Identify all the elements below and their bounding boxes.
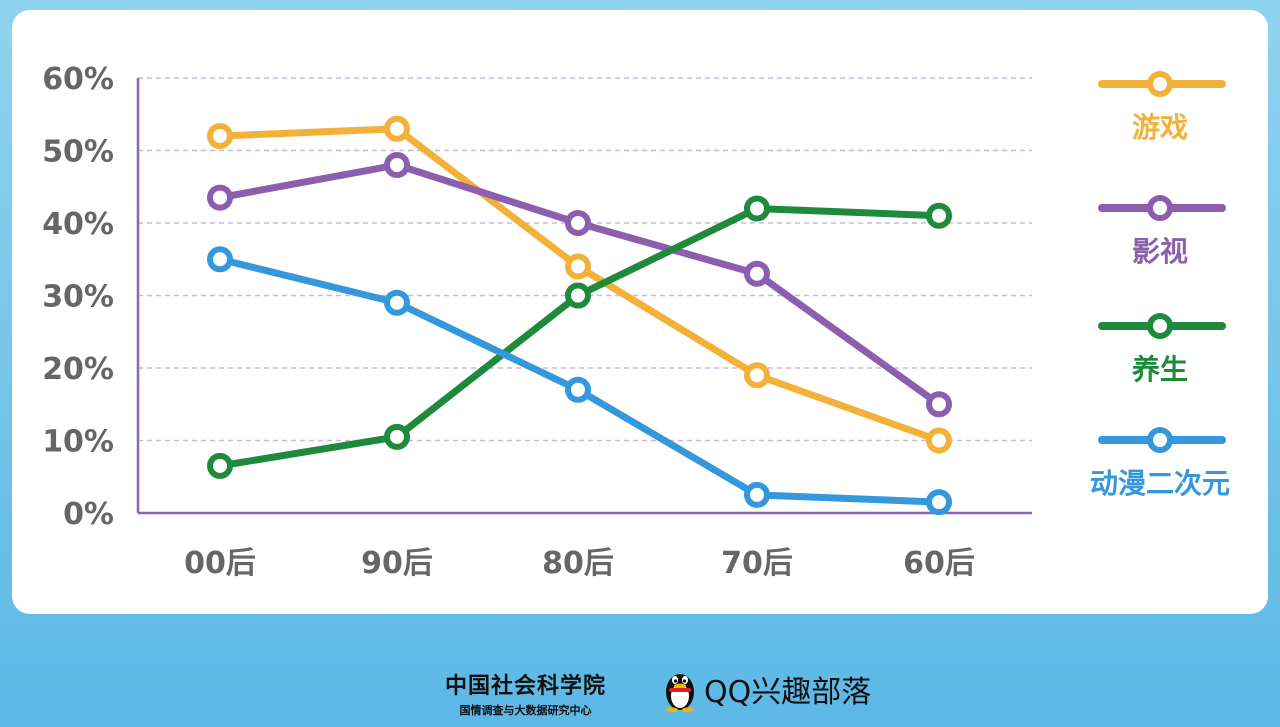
legend-label: 影视 [1132,235,1188,268]
legend-marker [1147,427,1173,453]
data-point [384,152,410,178]
data-point [926,391,952,418]
x-tick-label: 70后 [721,546,793,581]
data-point [565,210,591,236]
data-point [744,260,770,287]
penguin-icon [666,674,694,712]
x-tick-label: 60后 [903,546,975,581]
data-point [207,184,233,211]
y-tick-label: 40% [42,207,114,242]
x-tick-label: 90后 [361,546,433,581]
chart-card: 60% 50% 40% 30% 20% 10% 0% 00后 90后 80后 70后 60后 游戏影视养… [12,10,1268,614]
legend-label: 游戏 [1132,111,1188,144]
legend-marker [1147,313,1173,339]
line-chart: 60% 50% 40% 30% 20% 10% 0% 00后 90后 80后 70后 60后 游戏影视养… [42,62,1230,581]
y-tick-label: 30% [42,280,114,315]
qq-logo: QQ兴趣部落 [662,665,871,713]
data-point [207,123,233,149]
data-point [565,253,591,280]
qq-name: QQ兴趣部落 [704,675,872,710]
y-tick-label: 60% [42,62,114,97]
legend-label: 养生 [1132,353,1188,386]
data-point [207,452,233,479]
cass-subtitle: 国情调查与大数据研究中心 [459,704,592,717]
data-point [744,481,770,508]
data-point [384,115,410,142]
data-point [565,282,591,309]
data-point [565,376,591,403]
cass-logo: 中国社会科学院 国情调查与大数据研究中心 [445,668,606,718]
legend-marker [1147,195,1173,221]
legend-label: 动漫二次元 [1090,467,1230,500]
data-point [926,202,952,229]
y-tick-label: 10% [42,425,114,460]
y-tick-label: 0% [63,497,114,532]
data-point [384,423,410,450]
y-tick-label: 20% [42,352,114,387]
series-line [216,205,943,470]
cass-name: 中国社会科学院 [445,674,607,699]
legend-marker [1147,71,1173,97]
footer [0,620,1280,727]
data-point [744,195,770,222]
x-tick-label: 80后 [542,546,614,581]
data-point [207,246,233,273]
y-tick-label: 50% [42,135,114,170]
data-point [926,489,952,516]
data-point [744,362,770,389]
data-point [926,427,952,454]
x-tick-label: 00后 [184,546,256,581]
data-point [384,289,410,316]
